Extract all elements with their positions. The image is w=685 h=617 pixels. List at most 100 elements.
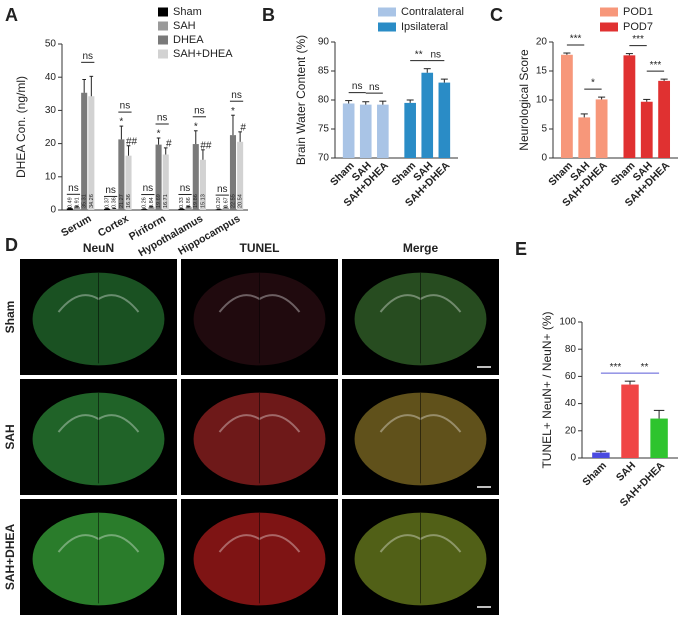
y-tick-label: 70: [318, 153, 330, 164]
y-tick-label: 85: [318, 66, 330, 77]
sig-label: *: [157, 129, 161, 140]
column-header: TUNEL: [240, 241, 280, 255]
panel-letter: B: [262, 5, 275, 25]
sig-label: ns: [143, 183, 154, 194]
bar: [237, 141, 244, 210]
error-bar: [231, 114, 235, 136]
sig-label: #: [166, 139, 172, 150]
y-tick-label: 80: [565, 344, 577, 355]
micrograph: [342, 499, 499, 615]
bar: [199, 159, 206, 210]
bar: [640, 101, 653, 158]
y-tick-label: 80: [318, 95, 330, 106]
legend-label: POD1: [623, 6, 653, 18]
y-tick-label: 100: [559, 317, 576, 328]
y-axis-label: Neurological Score: [517, 49, 531, 151]
panel-letter: C: [490, 5, 503, 25]
error-bar: [186, 205, 191, 208]
y-tick-label: 10: [45, 171, 57, 182]
y-tick-label: 40: [45, 72, 57, 83]
y-tick-label: 50: [45, 39, 57, 50]
y-tick-label: 20: [536, 37, 548, 48]
error-bar: [126, 145, 131, 156]
x-tick-label: SAH: [614, 460, 638, 484]
value-label: 0.67: [223, 197, 229, 208]
y-tick-label: 20: [45, 138, 57, 149]
y-tick-label: 0: [570, 453, 576, 464]
y-axis-label: Brain Water Content (%): [294, 35, 308, 165]
bar: [658, 80, 671, 158]
sig-label: #: [240, 122, 246, 133]
error-bar: [201, 149, 205, 160]
y-tick-label: 15: [536, 66, 548, 77]
micrograph: [342, 379, 499, 495]
sig-label: ns: [105, 185, 116, 196]
value-label: 34.26: [89, 194, 95, 208]
legend-label: SAH+DHEA: [173, 48, 233, 60]
value-label: 0.86: [186, 197, 192, 208]
bar: [185, 207, 192, 210]
bar: [438, 82, 451, 158]
y-tick-label: 0: [50, 205, 56, 216]
legend-swatch: [158, 7, 168, 17]
sig-label: ##: [200, 140, 212, 151]
value-label: 15.13: [200, 194, 206, 208]
y-tick-label: 10: [536, 95, 548, 106]
column-header: NeuN: [83, 241, 114, 255]
bar: [404, 102, 416, 158]
bar: [621, 384, 639, 458]
bar: [650, 418, 668, 458]
micrograph: [20, 379, 177, 495]
y-axis-label: DHEA Con. (ng/ml): [14, 76, 28, 178]
y-tick-label: 30: [45, 105, 57, 116]
bar: [178, 208, 185, 210]
error-bar: [82, 78, 87, 93]
bar: [81, 92, 88, 210]
micrograph: [20, 499, 177, 615]
y-tick-label: 5: [541, 124, 547, 135]
legend-label: SAH: [173, 20, 196, 32]
sig-label: *: [119, 117, 123, 128]
legend-label: Sham: [173, 6, 202, 18]
error-bar: [423, 68, 431, 73]
legend-swatch: [600, 22, 618, 32]
bar: [66, 208, 73, 210]
x-tick-label: Cortex: [96, 213, 131, 240]
error-bar: [89, 75, 94, 97]
micrograph: [181, 379, 338, 495]
y-axis-label: TUNEL+ NeuN+ / NeuN+ (%): [540, 311, 554, 468]
x-tick-label: Sham: [580, 460, 609, 489]
bar: [592, 452, 610, 458]
value-label: 22.55: [230, 194, 236, 208]
error-bar: [223, 206, 228, 208]
bar: [88, 96, 95, 210]
value-label: 20.54: [238, 194, 244, 208]
sig-label: ***: [632, 34, 644, 45]
y-tick-label: 40: [565, 398, 577, 409]
row-label: SAH: [3, 424, 17, 449]
micrograph: [181, 259, 338, 375]
error-bar: [75, 205, 79, 207]
error-bar: [440, 78, 448, 83]
sig-label: ns: [231, 90, 242, 101]
column-header: Merge: [403, 241, 439, 255]
panel-letter: E: [515, 239, 527, 259]
sig-label: ***: [650, 60, 662, 71]
error-bar: [406, 99, 414, 103]
value-label: 35.31: [82, 194, 88, 208]
value-label: 0.36: [112, 197, 118, 208]
sig-label: ns: [157, 113, 168, 124]
sig-label: *: [194, 121, 198, 132]
value-label: 0.26: [142, 197, 148, 208]
error-bar: [193, 130, 198, 145]
y-tick-label: 75: [318, 124, 330, 135]
value-label: 16.36: [126, 194, 132, 208]
error-bar: [660, 78, 668, 81]
legend-swatch: [158, 35, 168, 45]
bar: [125, 155, 132, 210]
sig-label: *: [231, 106, 235, 117]
bar: [215, 209, 222, 210]
value-label: 19.69: [156, 194, 162, 208]
sig-label: ns: [180, 183, 191, 194]
